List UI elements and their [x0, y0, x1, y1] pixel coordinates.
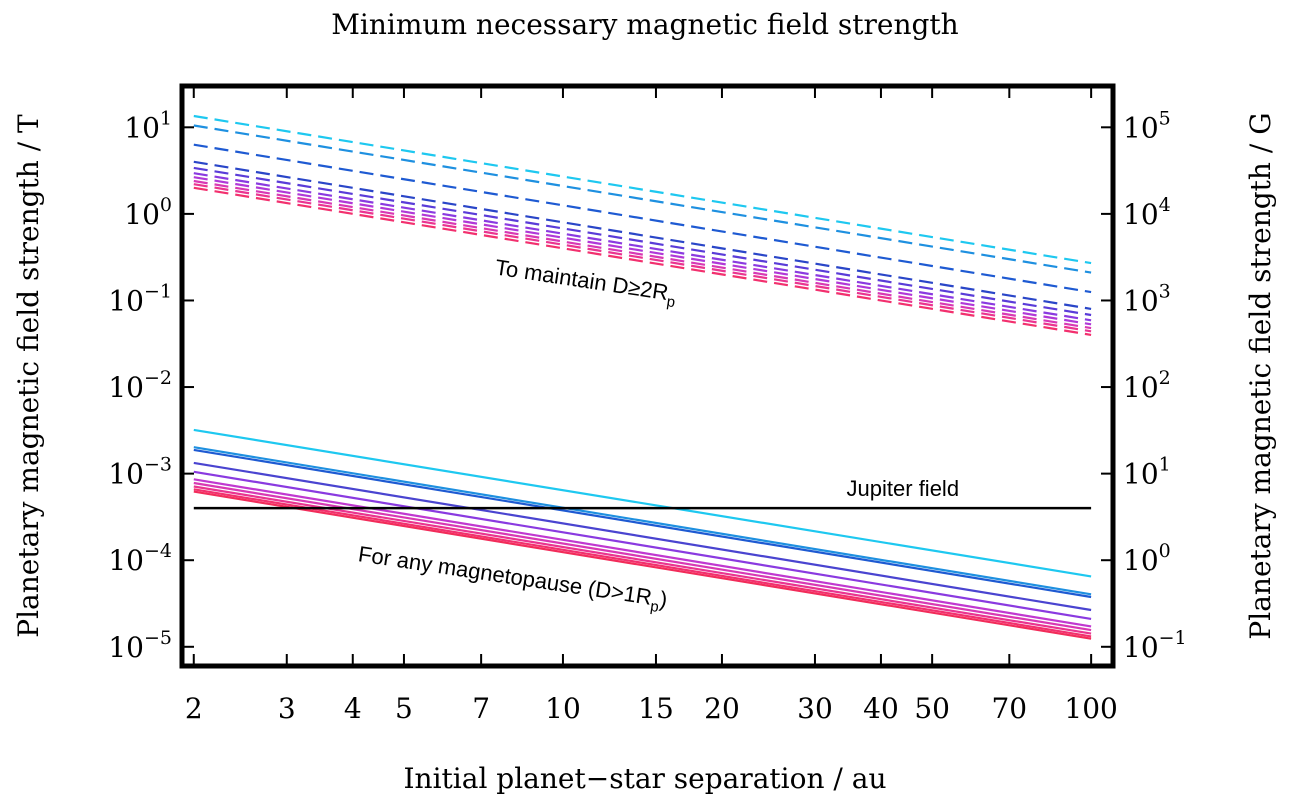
y-tick-label-left: 10−2 [108, 367, 172, 404]
x-tick-label: 100 [1064, 692, 1117, 725]
dashed-series-line-7 [193, 179, 1092, 330]
x-tick-label: 70 [991, 692, 1027, 725]
plot-frame [179, 83, 1116, 669]
y-tick-label-right: 102 [1123, 367, 1171, 404]
x-tick-label: 2 [185, 692, 203, 725]
y-tick-label-right: 104 [1123, 194, 1171, 231]
annotation-jupiter: Jupiter field [847, 476, 960, 501]
solid-series-line-13 [193, 461, 1092, 612]
solid-series-line-11 [193, 446, 1092, 596]
solid-series-line-10 [193, 428, 1092, 578]
y-tick-label-left: 100 [124, 194, 172, 231]
y-tick-label-right: 100 [1123, 540, 1171, 577]
dashed-series-line-2 [193, 143, 1092, 294]
series-layer [193, 114, 1092, 640]
dashed-series-line-3 [193, 160, 1092, 310]
y-tick-label-left: 101 [124, 107, 172, 144]
x-tick-label: 4 [344, 692, 362, 725]
x-tick-label: 40 [863, 692, 899, 725]
tick-layer: 2 3 4 5 7 10 15 20 30 40 50 70 10010110010−110−210−3… [108, 86, 1187, 725]
y-tick-label-left: 10−1 [108, 280, 172, 317]
y-axis-label-right: Planetary magnetic field strength / G [1244, 112, 1277, 639]
x-tick-label: 5 [395, 692, 413, 725]
y-tick-label-right: 103 [1123, 280, 1171, 317]
solid-series-line-14 [193, 470, 1092, 620]
y-tick-label-right: 10−1 [1123, 627, 1187, 664]
dashed-series-line-4 [193, 166, 1092, 317]
y-axis-label-left: Planetary magnetic field strength / T [12, 114, 45, 638]
dashed-series-line-1 [193, 124, 1092, 274]
solid-series-line-17 [193, 485, 1092, 635]
chart-title: Minimum necessary magnetic field strengt… [331, 8, 958, 41]
dashed-series-line-9 [193, 186, 1092, 336]
solid-series-line-15 [193, 478, 1092, 628]
x-tick-label: 50 [914, 692, 950, 725]
x-tick-label: 3 [278, 692, 296, 725]
solid-series-line-18 [193, 488, 1092, 638]
dashed-series-line-0 [193, 114, 1092, 265]
solid-series-line-12 [193, 448, 1092, 599]
x-tick-label: 15 [638, 692, 674, 725]
dashed-series-line-8 [193, 183, 1092, 333]
y-tick-label-left: 10−4 [108, 540, 172, 577]
x-tick-label: 20 [704, 692, 740, 725]
x-tick-label: 30 [797, 692, 833, 725]
y-tick-label-right: 101 [1123, 454, 1171, 491]
y-tick-label-left: 10−3 [108, 454, 172, 491]
dashed-series-line-6 [193, 176, 1092, 326]
y-tick-label-left: 10−5 [108, 627, 172, 664]
y-tick-label-right: 105 [1123, 107, 1171, 144]
dashed-series-line-5 [193, 172, 1092, 322]
solid-series-line-19 [193, 490, 1092, 640]
x-tick-label: 10 [545, 692, 581, 725]
x-tick-label: 7 [472, 692, 490, 725]
x-axis-label: Initial planet−star separation / au [404, 762, 887, 795]
